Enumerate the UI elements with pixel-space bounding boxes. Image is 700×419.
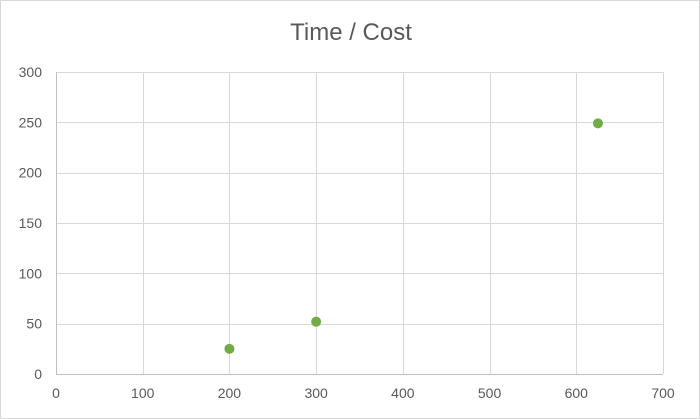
y-tick-label: 50	[26, 316, 42, 332]
axis-layer	[56, 72, 663, 375]
tick-labels: 0 100 200 300 400 500 600 700 0 50 100 150 200 250 300	[19, 64, 675, 401]
y-tick-label: 0	[34, 366, 42, 382]
x-tick-label: 300	[304, 385, 328, 401]
grid-layer	[56, 72, 664, 374]
y-tick-label: 200	[19, 165, 43, 181]
x-tick-label: 400	[391, 385, 415, 401]
x-tick-label: 0	[52, 385, 60, 401]
x-tick-label: 600	[565, 385, 589, 401]
data-points	[224, 118, 603, 354]
x-tick-label: 700	[651, 385, 675, 401]
chart-title: Time / Cost	[290, 19, 412, 46]
data-point	[592, 118, 603, 129]
y-tick-label: 150	[19, 215, 43, 231]
y-tick-label: 100	[19, 265, 43, 281]
y-tick-label: 250	[19, 114, 43, 130]
x-tick-label: 500	[478, 385, 502, 401]
data-point	[224, 343, 235, 354]
data-point	[311, 316, 322, 327]
x-tick-label: 200	[218, 385, 242, 401]
y-tick-label: 300	[19, 64, 43, 80]
x-tick-label: 100	[131, 385, 155, 401]
